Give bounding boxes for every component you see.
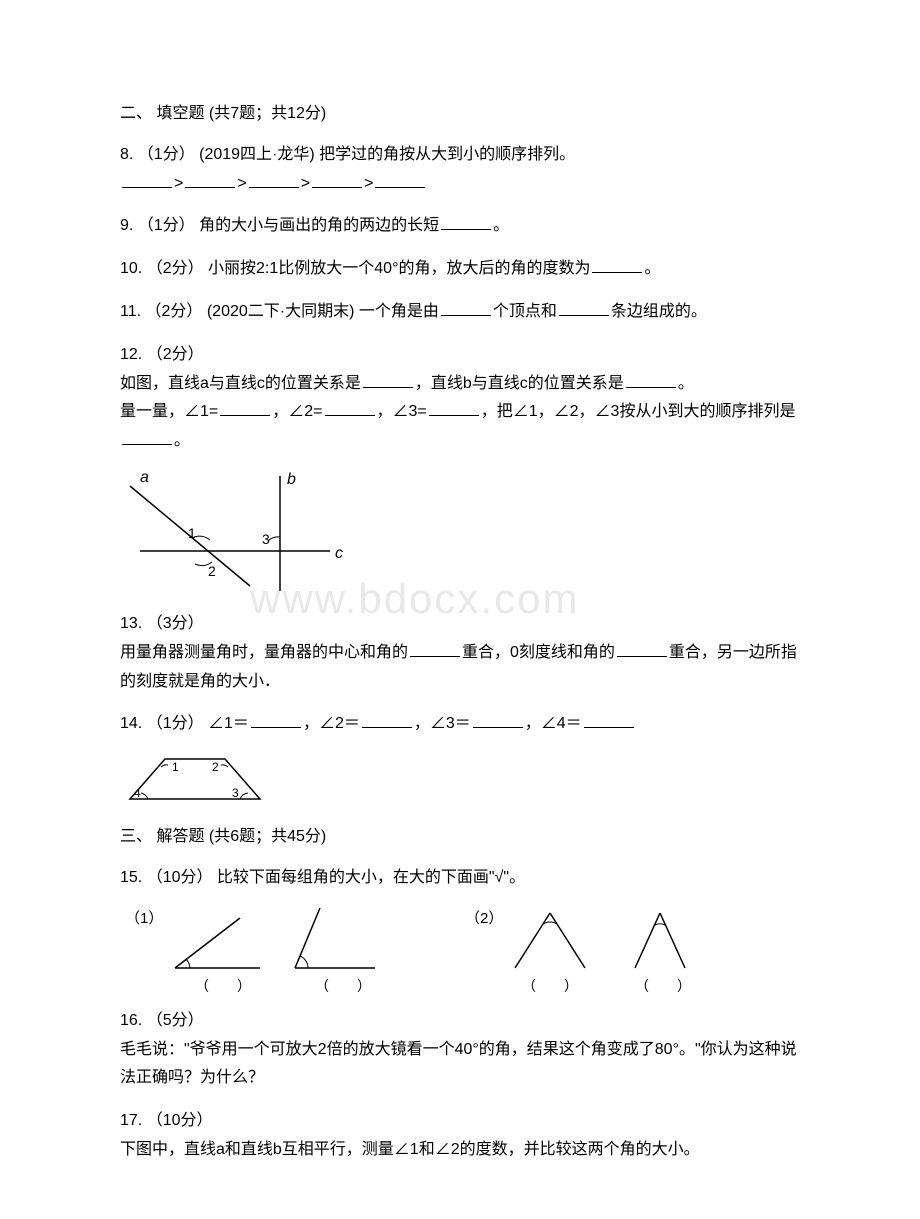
blank: [617, 641, 667, 657]
blank: [122, 429, 172, 445]
t: ，∠3＝: [414, 715, 471, 732]
question-13: 13. （3分） 用量角器测量角时，量角器的中心和角的重合，0刻度线和角的重合，…: [120, 610, 800, 696]
sep: >: [174, 175, 183, 192]
blank: [584, 712, 634, 728]
blank: [473, 712, 523, 728]
q11-text: 11. （2分） (2020二下·大同期末) 一个角是由: [120, 303, 439, 320]
t: 量一量，∠1=: [120, 403, 218, 420]
label-2: 2: [212, 760, 219, 774]
q15-figures: （1） （ ） （ ） （2）: [120, 903, 800, 993]
paren: （ ）: [195, 978, 251, 993]
q15-text: 15. （10分） 比较下面每组角的大小，在大的下面画"√"。: [120, 864, 800, 893]
q11-mid: 个顶点和: [493, 303, 557, 320]
blank: [410, 641, 460, 657]
q16-line1: 16. （5分）: [120, 1007, 800, 1036]
question-16: 16. （5分） 毛毛说："爷爷用一个可放大2倍的放大镜看一个40°的角，结果这…: [120, 1007, 800, 1093]
q11-suffix: 条边组成的。: [611, 303, 707, 320]
q16-line2: 毛毛说："爷爷用一个可放大2倍的放大镜看一个40°的角，结果这个角变成了80°。…: [120, 1036, 800, 1094]
label-2: 2: [208, 563, 216, 579]
q13-line1: 13. （3分）: [120, 610, 800, 639]
q13-line2: 用量角器测量角时，量角器的中心和角的重合，0刻度线和角的重合，另一边所指的刻度就…: [120, 639, 800, 697]
sep: >: [364, 175, 373, 192]
t: 如图，直线a与直线c的位置关系是: [120, 375, 361, 392]
t: ，把∠1，∠2，∠3按从小到大的顺序排列是: [481, 403, 796, 420]
section2-header: 二、 填空题 (共7题；共12分): [120, 100, 800, 129]
blank: [325, 400, 375, 416]
t: 用量角器测量角时，量角器的中心和角的: [120, 644, 408, 661]
paren: （ ）: [635, 978, 691, 993]
q12-line2: 如图，直线a与直线c的位置关系是 ，直线b与直线c的位置关系是 。: [120, 370, 800, 399]
t: 重合，0刻度线和角的: [462, 644, 615, 661]
label-1: 1: [172, 760, 179, 774]
label-c: c: [335, 545, 343, 562]
question-14: 14. （1分） ∠1＝ ，∠2＝ ，∠3＝ ，∠4＝ 1 2 3 4: [120, 710, 800, 809]
q15-svg1: （1） （ ） （ ）: [120, 903, 420, 993]
question-8: 8. （1分） (2019四上·龙华) 把学过的角按从大到小的顺序排列。 >>>…: [120, 141, 800, 199]
q12-figure: a b c 1 2 3 www.bdocx.com: [120, 466, 800, 596]
q8-text: 8. （1分） (2019四上·龙华) 把学过的角按从大到小的顺序排列。: [120, 141, 800, 170]
t: ，∠3=: [377, 403, 427, 420]
blank: [375, 172, 425, 188]
t: 。: [678, 375, 694, 392]
q17-line2: 下图中，直线a和直线b互相平行，测量∠1和∠2的度数，并比较这两个角的大小。: [120, 1136, 800, 1165]
sep: >: [301, 175, 310, 192]
page-content: 二、 填空题 (共7题；共12分) 8. （1分） (2019四上·龙华) 把学…: [120, 100, 800, 1165]
q12-line3: 量一量，∠1= ，∠2= ，∠3= ，把∠1，∠2，∠3按从小到大的顺序排列是。: [120, 398, 800, 456]
t: ，直线b与直线c的位置关系是: [415, 375, 624, 392]
q12-line1: 12. （2分）: [120, 341, 800, 370]
label-4: 4: [134, 786, 141, 800]
blank: [249, 172, 299, 188]
t: ，∠2＝: [303, 715, 360, 732]
blank: [441, 214, 491, 230]
q12-svg: a b c 1 2 3: [120, 466, 350, 596]
t: 14. （1分） ∠1＝: [120, 715, 249, 732]
section3-header: 三、 解答题 (共6题；共45分): [120, 823, 800, 852]
t: ，∠4＝: [525, 715, 582, 732]
q10-text: 10. （2分） 小丽按2:1比例放大一个40°的角，放大后的角的度数为: [120, 260, 590, 277]
q15-group2: （2） （ ） （ ）: [460, 903, 760, 993]
label-1: 1: [188, 525, 196, 541]
q17-line1: 17. （10分）: [120, 1107, 800, 1136]
blank: [220, 400, 270, 416]
label-a: a: [140, 469, 149, 486]
q9-text: 9. （1分） 角的大小与画出的角的两边的长短: [120, 217, 439, 234]
blank: [363, 372, 413, 388]
question-17: 17. （10分） 下图中，直线a和直线b互相平行，测量∠1和∠2的度数，并比较…: [120, 1107, 800, 1165]
blank: [251, 712, 301, 728]
q15-svg2: （2） （ ） （ ）: [460, 903, 760, 993]
label-3: 3: [232, 786, 239, 800]
question-12: 12. （2分） 如图，直线a与直线c的位置关系是，直线b与直线c的位置关系是。…: [120, 341, 800, 596]
q14-figure: 1 2 3 4: [120, 749, 800, 809]
question-9: 9. （1分） 角的大小与画出的角的两边的长短 。: [120, 212, 800, 241]
blank: [592, 257, 642, 273]
blank: [185, 172, 235, 188]
q9-suffix: 。: [493, 217, 509, 234]
paren: （ ）: [315, 978, 371, 993]
paren: （ ）: [522, 978, 578, 993]
question-15: 15. （10分） 比较下面每组角的大小，在大的下面画"√"。 （1） （ ） …: [120, 864, 800, 993]
t: ，∠2=: [272, 403, 322, 420]
blank: [312, 172, 362, 188]
q14-svg: 1 2 3 4: [120, 749, 270, 809]
label-2: （2）: [465, 910, 503, 927]
sep: >: [237, 175, 246, 192]
q15-group1: （1） （ ） （ ）: [120, 903, 420, 993]
blank: [441, 300, 491, 316]
question-11: 11. （2分） (2020二下·大同期末) 一个角是由 个顶点和 条边组成的。: [120, 298, 800, 327]
q14-text-row: 14. （1分） ∠1＝ ，∠2＝ ，∠3＝ ，∠4＝: [120, 710, 800, 739]
blank: [362, 712, 412, 728]
blank: [122, 172, 172, 188]
blank: [429, 400, 479, 416]
blank: [559, 300, 609, 316]
label-b: b: [287, 471, 296, 488]
question-10: 10. （2分） 小丽按2:1比例放大一个40°的角，放大后的角的度数为 。: [120, 255, 800, 284]
blank: [626, 372, 676, 388]
q8-blanks: > > > >: [120, 170, 800, 199]
t: 。: [174, 432, 190, 449]
label-3: 3: [262, 531, 270, 547]
q10-suffix: 。: [644, 260, 660, 277]
label-1: （1）: [125, 910, 163, 927]
